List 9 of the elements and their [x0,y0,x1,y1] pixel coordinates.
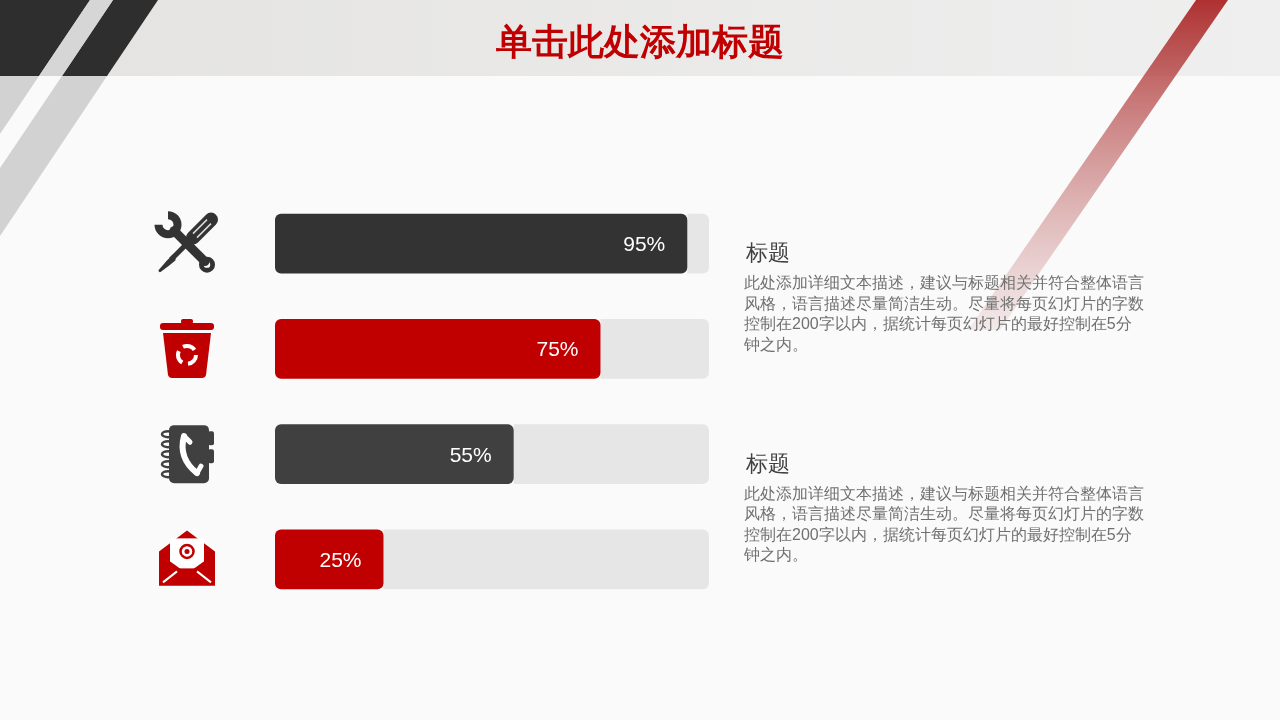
annotation: 此处添加详细文本描述，建议与标题相关并符合整体语言风格，语言描述尽量简洁生动。尽量将每页幻灯片的字数控制在200字以内，据统计每页幻灯片的最好控制在5分钟之内。 [744,273,1145,355]
annotation: 此处添加详细文本描述，建议与标题相关并符合整体语言风格，语言描述尽量简洁生动。尽量将每页幻灯片的字数控制在200字以内，据统计每页幻灯片的最好控制在5分钟之内。 [744,483,1145,566]
annotation: 标题 [746,239,790,268]
value-label: 95% [623,232,666,256]
value-label: 25% [319,547,362,571]
title: 单击此处添加标题 [496,20,784,64]
value-label: 55% [449,442,492,466]
annotation: 标题 [746,449,790,478]
value-label: 75% [536,337,579,361]
